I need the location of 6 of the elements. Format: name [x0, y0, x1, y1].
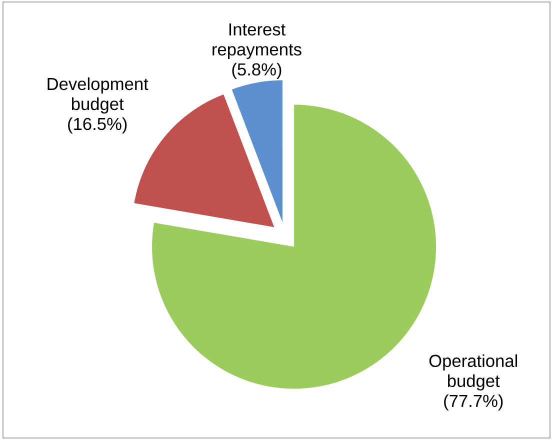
- slice-label: Operational budget: [429, 354, 518, 390]
- data-label: (16.5%): [68, 117, 127, 134]
- data-label: (5.8%): [232, 62, 282, 79]
- data-label: (77.7%): [444, 394, 503, 410]
- slice-label: Interest repayments: [212, 23, 302, 59]
- slice-label: Development budget: [48, 77, 148, 114]
